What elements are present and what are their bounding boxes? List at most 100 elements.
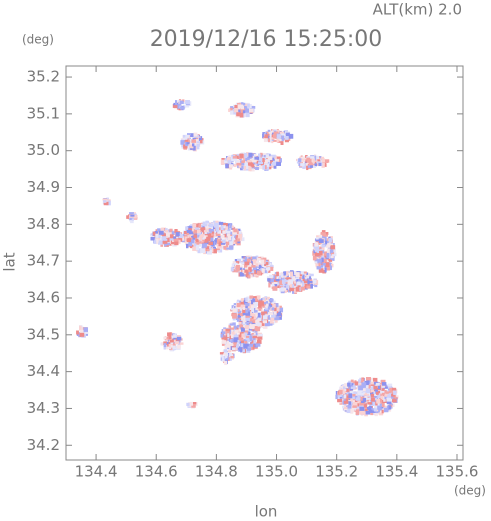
echo-cell <box>264 165 267 170</box>
echo-cell <box>271 279 276 285</box>
echo-cell <box>248 300 253 304</box>
echo-cell <box>169 338 174 343</box>
echo-cell <box>166 232 171 237</box>
echo-cell <box>220 353 224 358</box>
echo-cell <box>364 380 370 386</box>
echo-cell <box>242 322 246 325</box>
echo-cell <box>251 327 255 331</box>
echo-cell <box>321 244 326 248</box>
echo-cell <box>368 384 371 389</box>
echo-cell <box>321 257 324 263</box>
echo-cell <box>365 411 371 415</box>
echo-cell <box>195 245 200 251</box>
echo-cell <box>258 336 263 340</box>
echo-cell <box>316 258 321 264</box>
echo-cell <box>186 232 189 235</box>
echo-cell <box>255 255 259 259</box>
echo-cell <box>352 396 357 400</box>
echo-cell <box>103 200 107 203</box>
echo-cell <box>184 240 189 246</box>
echo-cell <box>366 379 370 382</box>
echo-cell <box>237 230 242 235</box>
echo-cell <box>252 334 256 337</box>
y-tick-label: 34.5 <box>27 325 60 343</box>
echo-cell <box>318 262 321 267</box>
echo-cell <box>245 314 250 318</box>
echo-cell <box>165 238 170 243</box>
echo-cell <box>270 164 275 168</box>
echo-cell <box>380 385 385 388</box>
echo-cell <box>368 409 373 413</box>
echo-cell <box>271 314 276 319</box>
echo-cell <box>259 152 263 156</box>
echo-cell <box>197 144 200 150</box>
echo-cell <box>260 268 264 272</box>
echo-cell <box>271 154 276 158</box>
echo-cell <box>242 349 245 353</box>
echo-cell <box>352 405 357 408</box>
echo-cell <box>369 384 373 388</box>
echo-cell <box>152 231 156 236</box>
echo-cell <box>257 339 262 344</box>
echo-cell <box>282 279 286 284</box>
echo-cell <box>232 233 236 236</box>
echo-cell <box>266 263 272 268</box>
echo-cell <box>314 155 320 161</box>
echo-cell <box>232 347 237 351</box>
echo-cell <box>245 309 249 314</box>
echo-cell <box>190 141 194 144</box>
echo-cell <box>226 233 231 237</box>
echo-cell <box>170 239 175 245</box>
echo-cell <box>246 335 250 338</box>
echo-cell <box>253 340 257 344</box>
echo-cell <box>327 258 331 262</box>
echo-cell <box>237 337 242 341</box>
echo-cell <box>191 404 196 408</box>
echo-cell <box>316 159 321 162</box>
echo-cell <box>248 161 254 166</box>
echo-cell <box>241 340 245 344</box>
echo-cell <box>187 147 191 151</box>
echo-cell <box>213 249 217 254</box>
echo-cell <box>255 298 258 301</box>
echo-cell <box>245 335 250 341</box>
echo-cell <box>381 388 385 391</box>
echo-cell <box>243 343 248 349</box>
echo-cell <box>322 232 326 237</box>
echo-cell <box>221 243 226 247</box>
echo-cell <box>384 393 390 398</box>
echo-cell <box>169 237 175 241</box>
echo-cell <box>193 223 199 228</box>
echo-cell <box>279 275 282 280</box>
echo-cell <box>382 408 385 411</box>
echo-cell <box>316 237 319 240</box>
echo-cell <box>376 399 381 404</box>
echo-cell <box>229 357 232 361</box>
echo-cell <box>246 271 249 276</box>
echo-cell <box>264 263 267 267</box>
echo-cell <box>173 238 179 242</box>
echo-cell <box>238 302 243 307</box>
echo-cell <box>235 155 239 159</box>
echo-cell <box>325 262 330 267</box>
echo-cell <box>310 156 315 159</box>
echo-cell <box>230 240 233 243</box>
echo-cell <box>281 133 286 136</box>
echo-cell <box>185 226 188 230</box>
x-tick-label: 134.6 <box>135 463 178 481</box>
echo-cell <box>238 322 244 326</box>
echo-cell <box>233 240 238 244</box>
echo-cell <box>252 160 257 165</box>
echo-cell <box>76 330 79 335</box>
echo-cell <box>252 159 257 163</box>
echo-cell <box>315 253 320 257</box>
echo-cell <box>275 275 280 278</box>
echo-cell <box>84 331 89 335</box>
echo-cell <box>295 277 300 281</box>
x-tick-label: 134.4 <box>75 463 118 481</box>
echo-cell <box>185 236 188 241</box>
echo-cell <box>245 330 249 335</box>
echo-cell <box>245 311 251 316</box>
echo-cell <box>361 382 367 386</box>
echo-cell <box>239 112 244 118</box>
